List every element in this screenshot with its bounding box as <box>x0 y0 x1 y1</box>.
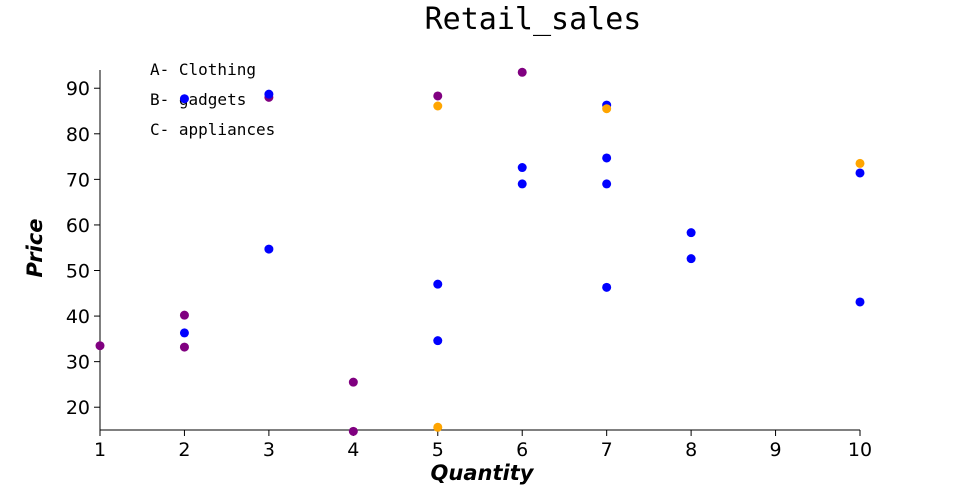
data-point <box>433 101 443 111</box>
data-point <box>602 153 612 163</box>
y-tick-label: 20 <box>66 397 90 419</box>
data-point <box>602 104 612 114</box>
data-points <box>95 67 865 436</box>
y-tick-label: 40 <box>66 306 90 328</box>
x-tick-label: 2 <box>178 439 190 461</box>
annotation-note: C- appliances <box>150 120 275 139</box>
data-point <box>433 91 443 101</box>
data-point <box>517 163 527 173</box>
data-point <box>517 67 527 77</box>
x-tick-label: 7 <box>601 439 613 461</box>
x-tick-label: 1 <box>94 439 106 461</box>
data-point <box>855 168 865 178</box>
x-tick-label: 4 <box>347 439 359 461</box>
data-point <box>433 336 443 346</box>
data-point <box>855 297 865 307</box>
data-point <box>686 254 696 264</box>
y-tick-label: 60 <box>66 215 90 237</box>
y-tick-label: 80 <box>66 124 90 146</box>
annotation-note: B- gadgets <box>150 90 246 109</box>
x-tick-label: 10 <box>848 439 872 461</box>
data-point <box>348 377 358 387</box>
y-tick-label: 90 <box>66 78 90 100</box>
axes: 1 2 3 4 5 6 7 8 9 10 20 30 40 50 60 70 80 90 <box>66 70 872 461</box>
annotation-note: A- Clothing <box>150 60 256 79</box>
data-point <box>264 244 274 254</box>
y-tick-label: 70 <box>66 169 90 191</box>
x-tick-label: 3 <box>263 439 275 461</box>
data-point <box>517 179 527 189</box>
data-point <box>264 89 274 99</box>
x-axis-label: Quantity <box>431 461 535 485</box>
data-point <box>433 279 443 289</box>
x-tick-label: 5 <box>432 439 444 461</box>
y-axis-label: Price <box>23 219 47 278</box>
x-tick-label: 6 <box>516 439 528 461</box>
annotation-notes: A- Clothing B- gadgets C- appliances <box>150 60 275 139</box>
x-tick-label: 9 <box>770 439 782 461</box>
data-point <box>95 341 105 351</box>
data-point <box>602 179 612 189</box>
data-point <box>433 422 443 432</box>
y-tick-label: 30 <box>66 352 90 374</box>
data-point <box>855 158 865 168</box>
data-point <box>348 426 358 436</box>
data-point <box>602 282 612 292</box>
data-point <box>179 310 189 320</box>
chart-title: Retail_sales <box>425 2 642 37</box>
data-point <box>179 328 189 338</box>
y-tick-label: 50 <box>66 261 90 283</box>
data-point <box>179 94 189 104</box>
data-point <box>686 228 696 238</box>
data-point <box>179 342 189 352</box>
x-tick-label: 8 <box>685 439 697 461</box>
